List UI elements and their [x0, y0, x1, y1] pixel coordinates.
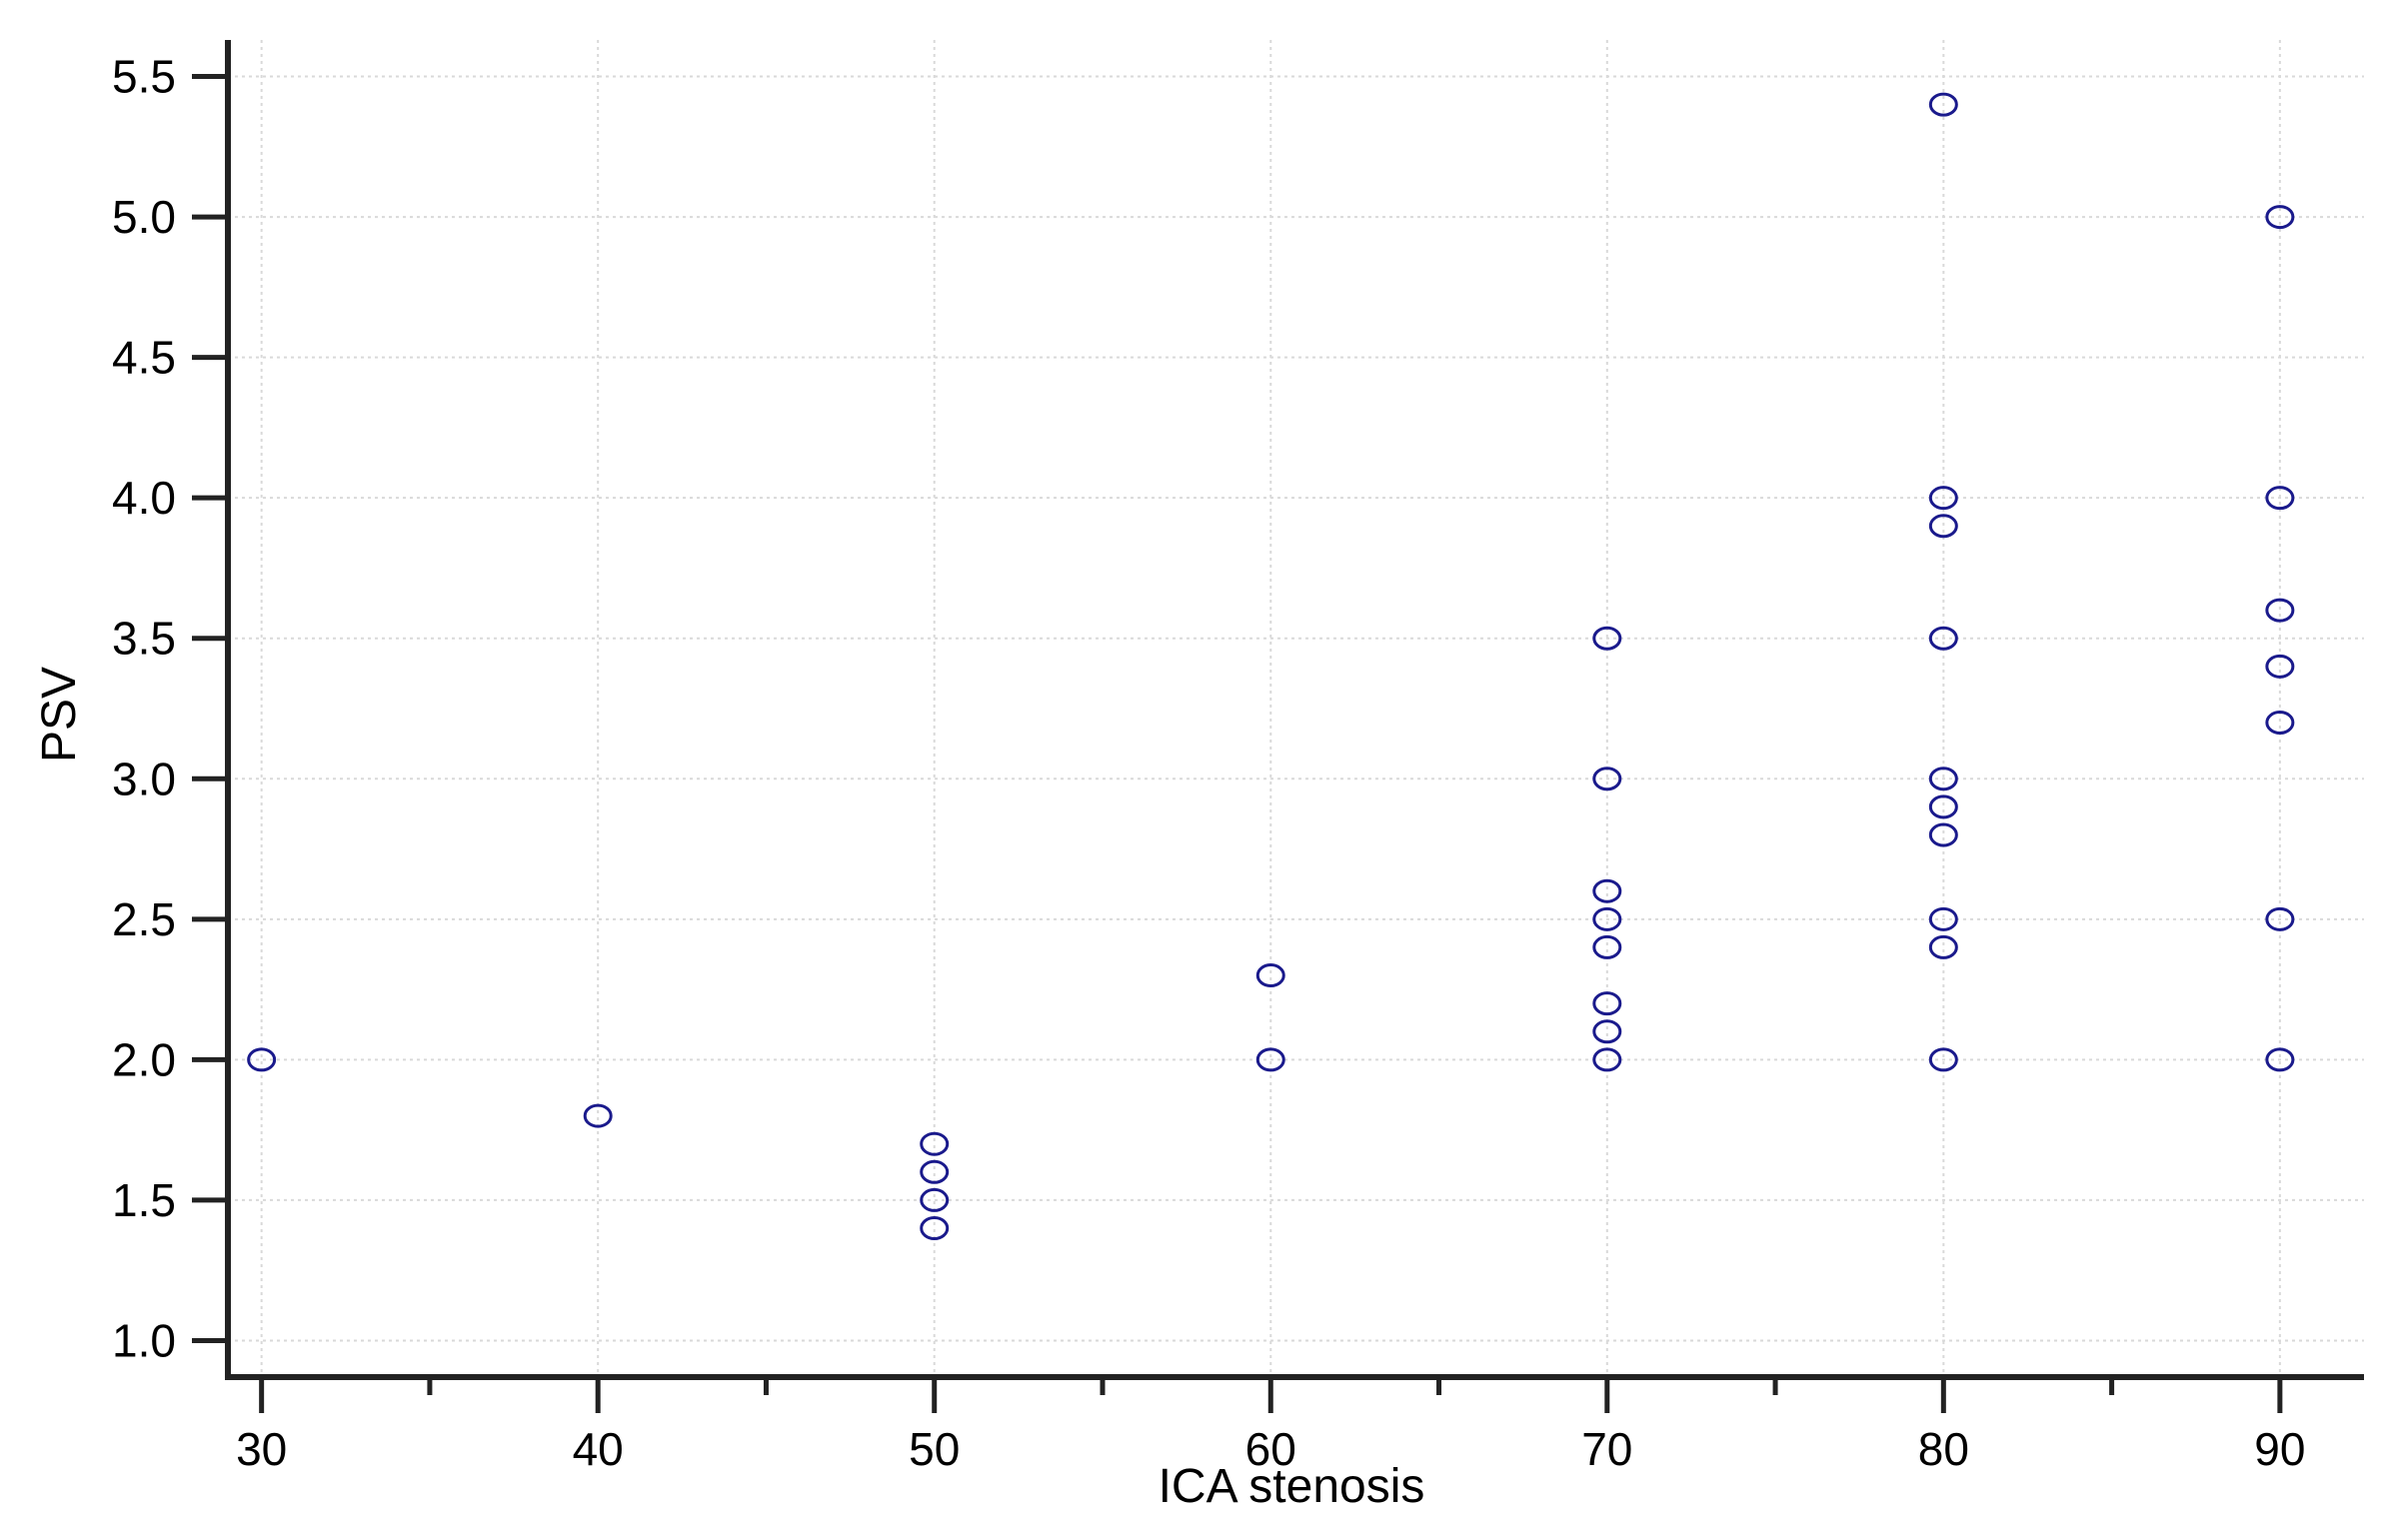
- y-tick-label: 2.0: [112, 1033, 176, 1085]
- scatter-point: [1928, 486, 1958, 511]
- x-tick-label: 90: [2254, 1423, 2305, 1475]
- scatter-point: [2265, 486, 2295, 511]
- scatter-point: [920, 1187, 950, 1212]
- scatter-point: [1592, 767, 1622, 791]
- scatter-point: [1928, 822, 1958, 847]
- scatter-point: [1255, 1047, 1285, 1072]
- scatter-point: [1928, 906, 1958, 931]
- y-tick-label: 4.0: [112, 472, 176, 524]
- x-tick-label: 70: [1581, 1423, 1632, 1475]
- y-tick-label: 4.5: [112, 332, 176, 384]
- data-points: [247, 92, 2295, 1241]
- scatter-point: [2265, 711, 2295, 736]
- scatter-point: [1928, 934, 1958, 959]
- x-tick-label: 60: [1245, 1423, 1296, 1475]
- scatter-point: [1592, 991, 1622, 1016]
- scatter-point: [920, 1216, 950, 1241]
- scatter-point: [1592, 906, 1622, 931]
- scatter-point: [1928, 794, 1958, 819]
- scatter-point: [2265, 654, 2295, 679]
- x-tick-label: 40: [573, 1423, 624, 1475]
- scatter-point: [2265, 1047, 2295, 1072]
- grid-lines: [228, 40, 2364, 1377]
- y-axis-title: PSV: [33, 667, 86, 763]
- scatter-point: [1592, 934, 1622, 959]
- x-tick-label: 80: [1918, 1423, 1969, 1475]
- scatter-point: [2265, 598, 2295, 623]
- axes: [225, 40, 2364, 1380]
- scatter-point: [1592, 1047, 1622, 1072]
- scatter-point: [1592, 1019, 1622, 1044]
- scatter-point: [920, 1131, 950, 1156]
- scatter-point: [2265, 906, 2295, 931]
- y-tick-label: 2.5: [112, 893, 176, 945]
- scatter-point: [1592, 626, 1622, 651]
- scatter-point: [1255, 963, 1285, 988]
- scatter-point: [1928, 92, 1958, 117]
- scatter-point: [1928, 626, 1958, 651]
- y-tick-label: 1.5: [112, 1174, 176, 1226]
- scatter-point: [1928, 514, 1958, 539]
- scatter-point: [583, 1103, 613, 1128]
- scatter-point: [2265, 205, 2295, 230]
- scatter-point: [1928, 1047, 1958, 1072]
- x-tick-label: 50: [909, 1423, 960, 1475]
- scatter-point: [1592, 878, 1622, 903]
- y-tick-label: 3.0: [112, 753, 176, 804]
- scatter-point: [1928, 767, 1958, 791]
- y-tick-label: 5.0: [112, 191, 176, 243]
- y-tick-label: 5.5: [112, 51, 176, 103]
- y-tick-label: 1.0: [112, 1314, 176, 1366]
- ticks: 1.0 1.5 2.0 2.5 3.0 3.5 4.0 4.5 5.0 5.5 30 40 50 60 70…: [112, 51, 2305, 1475]
- x-tick-label: 30: [236, 1423, 287, 1475]
- x-axis-title: ICA stenosis: [1159, 1460, 1425, 1513]
- y-tick-label: 3.5: [112, 613, 176, 665]
- scatter-point: [247, 1047, 277, 1072]
- scatter-point: [920, 1159, 950, 1184]
